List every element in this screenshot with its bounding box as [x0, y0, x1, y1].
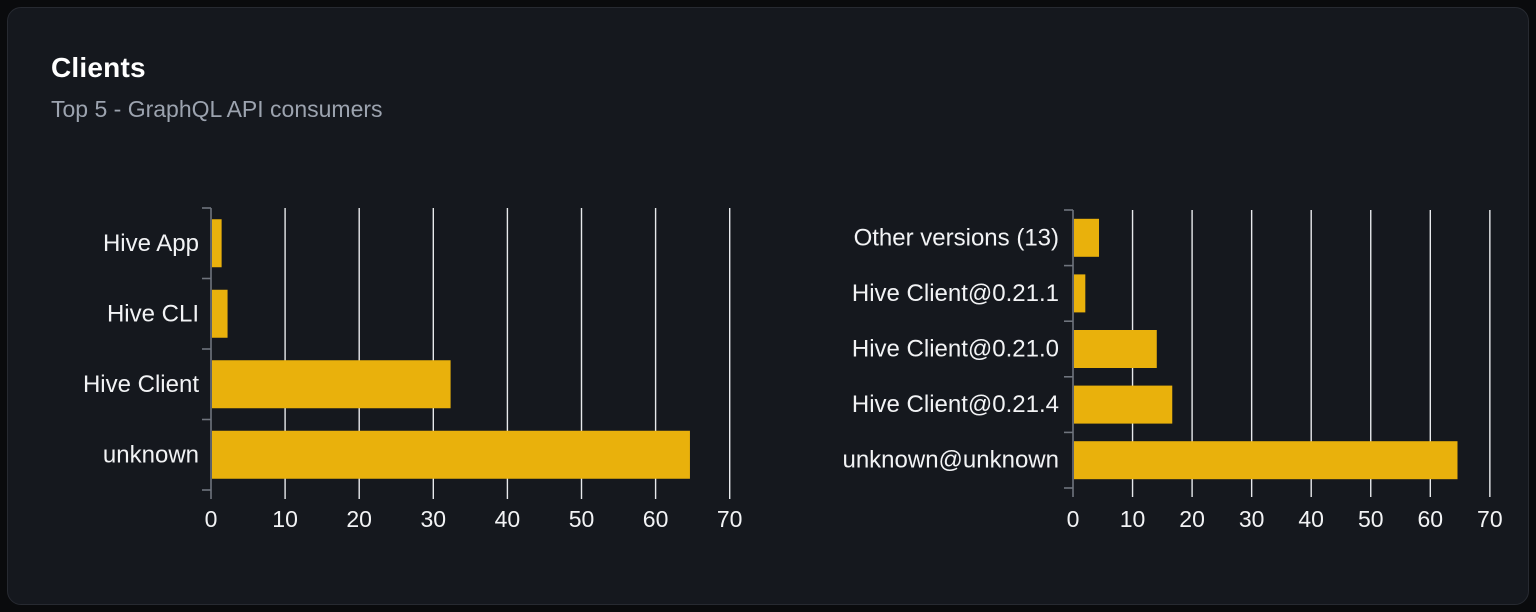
x-tick-label: 30: [1239, 506, 1265, 532]
x-tick-label: 60: [1418, 506, 1444, 532]
bar-hive-client[interactable]: [212, 360, 451, 409]
category-label-hive-cli: Hive CLI: [107, 300, 199, 327]
category-label-hive-client-0-21-1: Hive Client@0.21.1: [852, 280, 1059, 307]
x-tick-label: 30: [421, 506, 447, 532]
x-tick-label: 20: [1179, 506, 1205, 532]
x-tick-label: 0: [205, 506, 218, 532]
x-tick-label: 0: [1067, 506, 1080, 532]
x-tick-label: 40: [1298, 506, 1324, 532]
bar-hive-client-0-21-0[interactable]: [1074, 330, 1157, 368]
x-tick-label: 70: [717, 506, 743, 532]
category-label-hive-client: Hive Client: [83, 371, 199, 398]
bar-hive-client-0-21-4[interactable]: [1074, 385, 1173, 424]
category-label-other-versions-13: Other versions (13): [854, 224, 1059, 251]
bar-hive-client-0-21-1[interactable]: [1074, 274, 1086, 313]
clients-by-name-chart: 0 10 20 30 40 50 60 70 Hive App Hive CLI Hive Clie…: [83, 207, 743, 532]
x-tick-label: 50: [1358, 506, 1384, 532]
x-tick-label: 60: [643, 506, 669, 532]
bar-hive-cli[interactable]: [212, 289, 228, 338]
bar-unknown[interactable]: [212, 430, 690, 479]
x-tick-label: 20: [346, 506, 372, 532]
bar-other-versions-13[interactable]: [1074, 218, 1100, 257]
bar-hive-app[interactable]: [212, 219, 222, 268]
category-label-unknown: unknown: [103, 441, 199, 468]
category-label-hive-client-0-21-4: Hive Client@0.21.4: [852, 391, 1059, 418]
x-tick-label: 70: [1477, 506, 1503, 532]
card-header: Clients Top 5 - GraphQL API consumers: [51, 52, 383, 123]
x-tick-label: 10: [272, 506, 298, 532]
bar-unknown-unknown[interactable]: [1074, 441, 1458, 480]
x-tick-label: 50: [569, 506, 595, 532]
category-label-hive-client-0-21-0: Hive Client@0.21.0: [852, 336, 1059, 363]
x-tick-label: 10: [1120, 506, 1146, 532]
card-title: Clients: [51, 52, 146, 83]
clients-card: Clients Top 5 - GraphQL API consumers: [7, 7, 1529, 605]
category-label-unknown-unknown: unknown@unknown: [842, 447, 1059, 474]
x-tick-label: 40: [495, 506, 521, 532]
card-subtitle: Top 5 - GraphQL API consumers: [51, 96, 383, 122]
clients-by-version-chart: 0 10 20 30 40 50 60 70 Other versions (13) Hive C…: [842, 209, 1503, 532]
category-label-hive-app: Hive App: [103, 230, 199, 257]
